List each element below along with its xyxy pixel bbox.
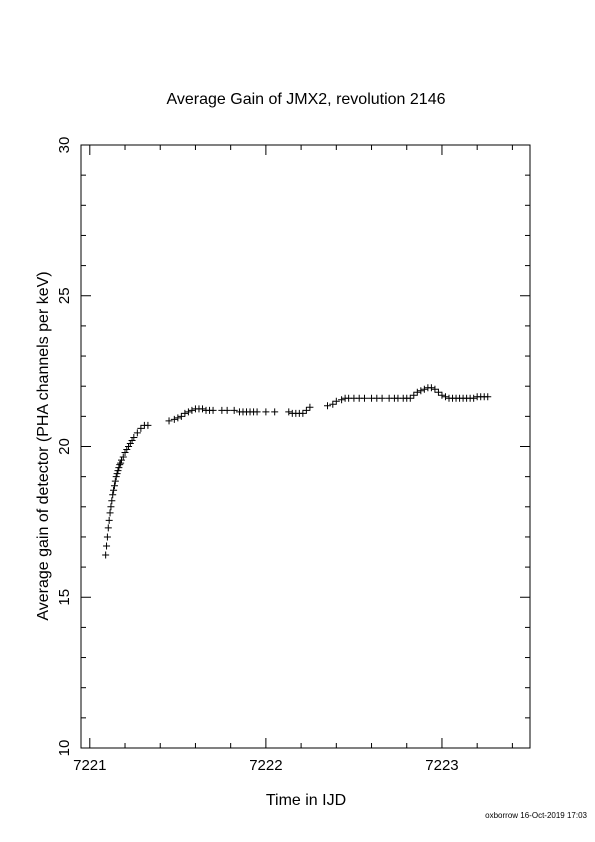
data-point (360, 394, 368, 402)
data-point (431, 385, 439, 393)
data-point (262, 408, 270, 416)
data-point (112, 473, 120, 481)
data-point (106, 509, 114, 517)
data-point (119, 453, 127, 461)
x-tick-label: 7223 (425, 757, 458, 774)
y-tick-label: 15 (56, 589, 73, 606)
data-point (105, 516, 113, 524)
data-point (184, 408, 192, 416)
data-point (126, 439, 134, 447)
data-point (117, 459, 125, 467)
data-point (188, 406, 196, 414)
data-point (302, 406, 310, 414)
data-point (110, 482, 118, 490)
data-point (102, 551, 110, 559)
data-point (299, 409, 307, 417)
x-tick-label: 7221 (73, 757, 106, 774)
data-point (107, 503, 115, 511)
data-point (121, 449, 129, 457)
data-point (223, 406, 231, 414)
x-axis-label: Time in IJD (266, 792, 346, 809)
x-tick-label: 7222 (249, 757, 282, 774)
data-point (285, 408, 293, 416)
data-point (117, 456, 125, 464)
data-point (116, 461, 124, 469)
footer-timestamp: oxborrow 16-Oct-2019 17:03 (485, 811, 587, 820)
y-tick-label: 30 (56, 137, 73, 154)
x-axis-ticks: 7221 7222 7223 (73, 145, 513, 774)
data-point (209, 406, 217, 414)
data-point (108, 497, 116, 505)
data-point (417, 387, 425, 395)
y-tick-label: 10 (56, 740, 73, 757)
data-point (130, 433, 138, 441)
y-tick-label: 25 (56, 287, 73, 304)
data-point (103, 542, 111, 550)
data-point (137, 424, 145, 432)
data-point (104, 524, 112, 532)
data-point (113, 470, 121, 478)
data-point (271, 408, 279, 416)
data-point (177, 412, 185, 420)
data-point (410, 391, 418, 399)
chart-title: Average Gain of JMX2, revolution 2146 (167, 91, 446, 108)
data-point (378, 394, 386, 402)
data-point (329, 400, 337, 408)
data-point (111, 477, 119, 485)
data-point (484, 393, 492, 401)
data-point (115, 464, 123, 472)
data-point (170, 415, 178, 423)
data-point (306, 403, 314, 411)
data-point (133, 429, 141, 437)
data-point (338, 396, 346, 404)
y-tick-label: 20 (56, 438, 73, 455)
data-point (165, 417, 173, 425)
data-point (434, 388, 442, 396)
data-point (413, 388, 421, 396)
data-point (230, 406, 238, 414)
data-point (470, 394, 478, 402)
data-series (102, 384, 492, 559)
data-point (174, 414, 182, 422)
data-point (125, 443, 133, 450)
data-point (110, 486, 118, 494)
data-point (181, 409, 189, 417)
data-point (420, 385, 428, 393)
data-point (128, 436, 136, 444)
data-point (123, 446, 131, 454)
data-point (144, 421, 152, 429)
data-point (114, 467, 122, 475)
data-point (406, 394, 414, 402)
y-axis-label: Average gain of detector (PHA channels p… (35, 271, 52, 620)
data-point (109, 491, 117, 499)
data-point (324, 402, 332, 410)
data-point (103, 533, 111, 541)
data-point (427, 384, 435, 392)
plot-frame (80, 144, 531, 749)
data-point (441, 393, 449, 401)
data-point (332, 397, 340, 405)
data-point (438, 391, 446, 399)
y-axis-ticks: 10 15 20 25 30 (56, 137, 530, 757)
data-point (253, 408, 261, 416)
data-point (198, 405, 206, 413)
